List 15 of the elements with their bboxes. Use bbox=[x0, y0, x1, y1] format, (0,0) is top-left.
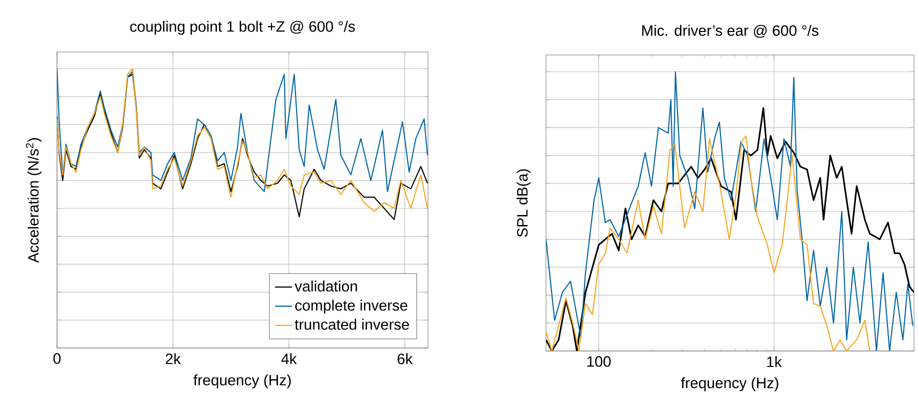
legend-label: complete inverse bbox=[295, 300, 408, 314]
x-axis-title: frequency (Hz) bbox=[194, 374, 291, 388]
x-tick-label: 100 bbox=[587, 356, 611, 367]
x-tick-label: 1k bbox=[767, 356, 782, 368]
legend-label: truncated inverse bbox=[294, 318, 409, 330]
x-axis-title: frequency (Hz) bbox=[681, 377, 778, 392]
y-axis-title: SPL dB(a) bbox=[516, 169, 531, 237]
y-axis-title: Acceleration (N/s$^{2}$) bbox=[26, 138, 42, 263]
legend-label: validation bbox=[294, 280, 357, 292]
x-tick-label: 6k bbox=[398, 353, 413, 364]
chart-title: coupling point 1 bolt +Z @ 600 °/s bbox=[130, 20, 355, 35]
chart-title: Mic. driver’s ear @ 600 °/s bbox=[642, 24, 818, 38]
x-tick-label: 2k bbox=[166, 353, 181, 364]
x-tick-label: 4k bbox=[281, 353, 297, 364]
x-tick-label: 0 bbox=[53, 353, 61, 364]
